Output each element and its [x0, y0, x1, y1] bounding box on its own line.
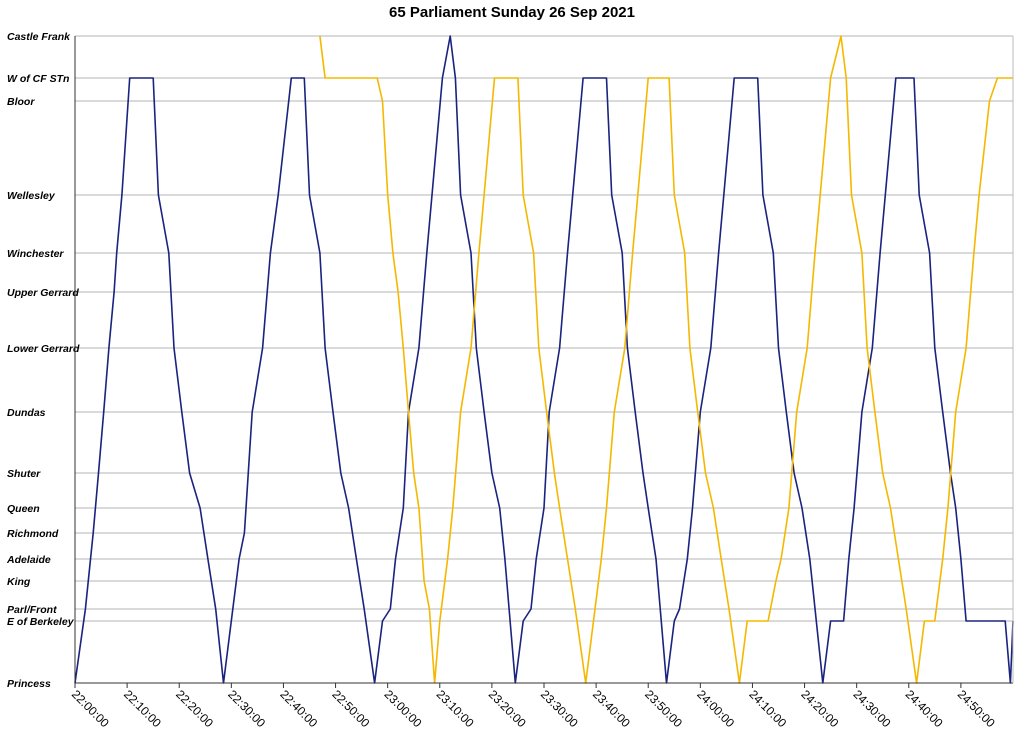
x-tick-label: 24:10:00: [746, 687, 789, 730]
x-tick-label: 24:40:00: [903, 687, 946, 730]
stop-label: Parl/Front: [7, 604, 57, 616]
stop-label: Winchester: [7, 248, 64, 260]
stop-label: W of CF STn: [7, 73, 69, 85]
stop-label: Richmond: [7, 528, 59, 540]
chart-title: 65 Parliament Sunday 26 Sep 2021: [389, 4, 635, 21]
stop-label: Queen: [7, 503, 40, 515]
x-tick-label: 22:20:00: [173, 687, 216, 730]
stop-label: E of Berkeley: [7, 616, 75, 628]
stop-label: Castle Frank: [7, 31, 71, 43]
stop-label: Princess: [7, 678, 51, 690]
stop-label: Upper Gerrard: [7, 287, 79, 299]
stop-label: Wellesley: [7, 190, 56, 202]
stop-label: Shuter: [7, 468, 41, 480]
stop-label: Dundas: [7, 407, 46, 419]
x-tick-label: 23:00:00: [382, 687, 425, 730]
x-tick-label: 24:20:00: [798, 687, 841, 730]
series-lines: [74, 35, 1014, 684]
x-tick-label: 22:30:00: [225, 687, 268, 730]
stop-label: Bloor: [7, 96, 35, 108]
x-tick-label: 24:00:00: [694, 687, 737, 730]
x-tick-labels: 22:00:00 22:10:00 22:20:00 22:30:00 22:40:00…: [69, 683, 998, 730]
x-tick-label: 22:10:00: [121, 687, 164, 730]
x-tick-label: 23:50:00: [642, 687, 685, 730]
x-tick-label: 23:10:00: [434, 687, 477, 730]
gridlines: [75, 35, 1013, 684]
x-tick-label: 23:30:00: [538, 687, 581, 730]
x-tick-label: 22:50:00: [329, 687, 372, 730]
stop-label: King: [7, 576, 31, 588]
x-tick-label: 23:20:00: [486, 687, 529, 730]
x-tick-label: 22:00:00: [69, 687, 112, 730]
x-tick-label: 24:50:00: [955, 687, 998, 730]
axes: [74, 36, 1014, 684]
x-tick-label: 22:40:00: [277, 687, 320, 730]
x-tick-label: 24:30:00: [851, 687, 894, 730]
stop-label: Lower Gerrard: [7, 343, 80, 355]
trip-line-0: [74, 35, 1014, 684]
stop-labels: Castle Frank W of CF STn Bloor Wellesley Win…: [6, 31, 80, 690]
trip-line-1: [319, 35, 1013, 684]
stop-label: Adelaide: [6, 554, 51, 566]
x-tick-label: 23:40:00: [590, 687, 633, 730]
